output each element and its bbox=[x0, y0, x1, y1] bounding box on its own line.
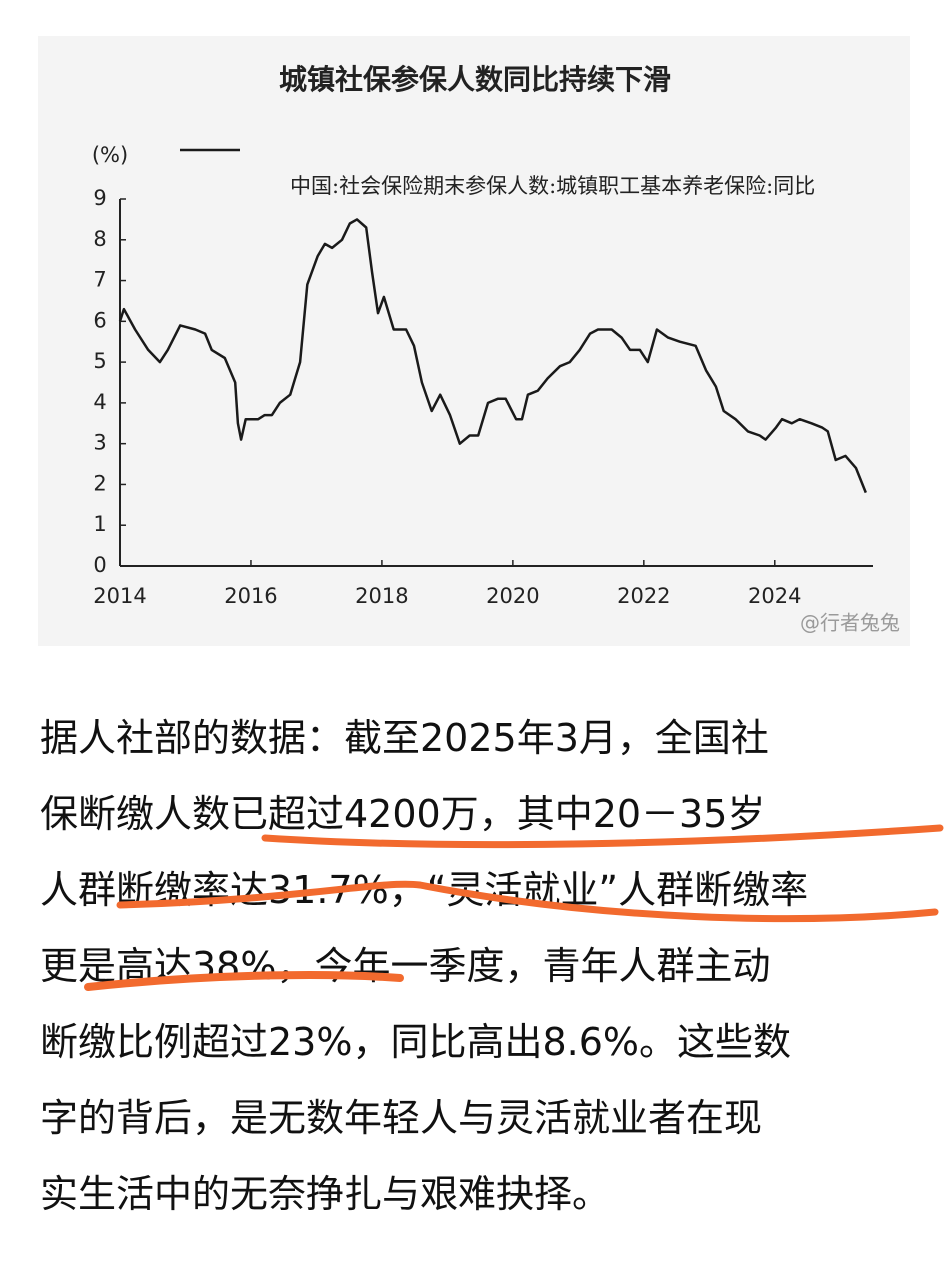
x-tick-label: 2020 bbox=[486, 584, 539, 608]
y-axis-label: (%) bbox=[92, 143, 128, 167]
article-line: 字的背后，是无数年轻人与灵活就业者在现 bbox=[40, 1096, 763, 1140]
y-tick-label: 9 bbox=[93, 186, 106, 210]
article-line: 人群断缴率达31.7%，“灵活就业”人群断缴率 bbox=[40, 868, 809, 912]
y-tick-label: 1 bbox=[93, 512, 106, 536]
x-tick-label: 2014 bbox=[93, 584, 146, 608]
y-tick-label: 3 bbox=[93, 431, 106, 455]
article-line: 实生活中的无奈挣扎与艰难抉择。 bbox=[40, 1172, 611, 1216]
article: 据人社部的数据：截至2025年3月，全国社 保断缴人数已超过4200万，其中20－… bbox=[40, 700, 920, 1232]
article-line: 更是高达38%，今年一季度，青年人群主动 bbox=[40, 944, 771, 988]
chart: 城镇社保参保人数同比持续下滑 (%) @行者兔兔 0 1 2 3 4 5 6 7 8 9 2014 2… bbox=[92, 63, 900, 635]
y-tick-label: 0 bbox=[93, 553, 106, 577]
y-tick-label: 5 bbox=[93, 349, 106, 373]
x-tick-label: 2024 bbox=[748, 584, 801, 608]
y-tick-label: 4 bbox=[93, 390, 106, 414]
y-tick-label: 6 bbox=[93, 308, 106, 332]
chart-title: 城镇社保参保人数同比持续下滑 bbox=[279, 63, 671, 96]
y-tick-label: 2 bbox=[93, 471, 106, 495]
x-tick-label: 2016 bbox=[224, 584, 277, 608]
y-tick-label: 7 bbox=[93, 268, 106, 292]
article-line: 据人社部的数据：截至2025年3月，全国社 bbox=[40, 716, 769, 760]
x-tick-label: 2022 bbox=[617, 584, 670, 608]
legend-label: 中国:社会保险期末参保人数:城镇职工基本养老保险:同比 bbox=[290, 174, 816, 198]
article-line: 断缴比例超过23%，同比高出8.6%。这些数 bbox=[40, 1020, 792, 1064]
x-tick-label: 2018 bbox=[355, 584, 408, 608]
data-line bbox=[118, 218, 867, 494]
y-tick-label: 8 bbox=[93, 227, 106, 251]
article-line: 保断缴人数已超过4200万，其中20－35岁 bbox=[40, 792, 766, 836]
watermark: @行者兔兔 bbox=[800, 611, 900, 635]
chart-panel: 城镇社保参保人数同比持续下滑 (%) @行者兔兔 0 1 2 3 4 5 6 7 8 9 2014 2… bbox=[38, 36, 910, 646]
